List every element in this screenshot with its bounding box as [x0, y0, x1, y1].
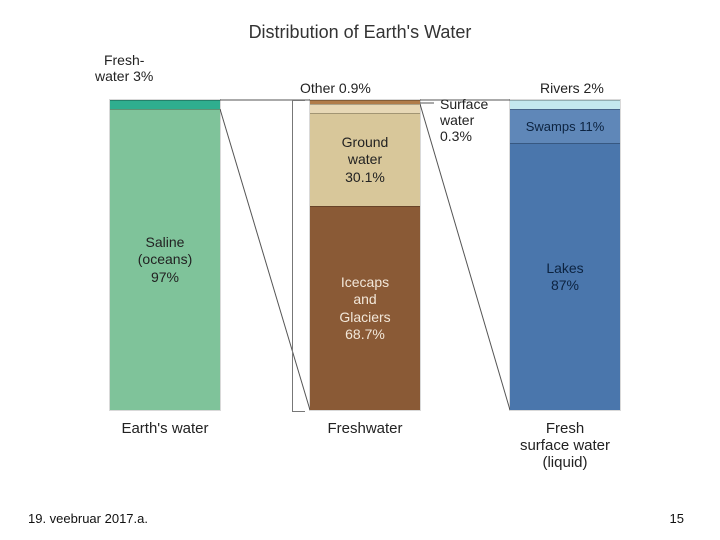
seg-label: IcecapsandGlaciers68.7%	[339, 274, 390, 344]
seg-surface-1: Swamps 11%	[510, 109, 620, 143]
caption-surface: Freshsurface water(liquid)	[485, 420, 645, 471]
seg-label: Swamps 11%	[526, 119, 605, 135]
footer-date: 19. veebruar 2017.a.	[28, 511, 148, 526]
seg-fresh-3: IcecapsandGlaciers68.7%	[310, 206, 420, 410]
seg-fresh-1	[310, 104, 420, 113]
top-label-surface: Rivers 2%	[540, 80, 604, 96]
seg-surface-0	[510, 100, 620, 109]
side-label-fresh: Surfacewater0.3%	[440, 96, 488, 144]
seg-earth-0	[110, 100, 220, 109]
bracket-freshwater	[292, 100, 305, 412]
top-label-earth: Fresh-water 3%	[95, 52, 153, 84]
footer-page-number: 15	[670, 511, 684, 526]
seg-label: Groundwater30.1%	[342, 134, 389, 187]
caption-fresh: Freshwater	[285, 420, 445, 437]
bar-surface: Swamps 11% Lakes87%	[510, 100, 620, 410]
bar-fresh: Groundwater30.1% IcecapsandGlaciers68.7%	[310, 100, 420, 410]
seg-earth-1: Saline(oceans)97%	[110, 109, 220, 410]
chart-title: Distribution of Earth's Water	[0, 22, 720, 43]
caption-earth: Earth's water	[85, 420, 245, 437]
bar-earth: Saline(oceans)97%	[110, 100, 220, 410]
seg-label: Lakes87%	[546, 260, 583, 295]
seg-surface-2: Lakes87%	[510, 143, 620, 410]
seg-fresh-2: Groundwater30.1%	[310, 113, 420, 206]
seg-label: Saline(oceans)97%	[138, 234, 192, 287]
top-label-fresh: Other 0.9%	[300, 80, 371, 96]
